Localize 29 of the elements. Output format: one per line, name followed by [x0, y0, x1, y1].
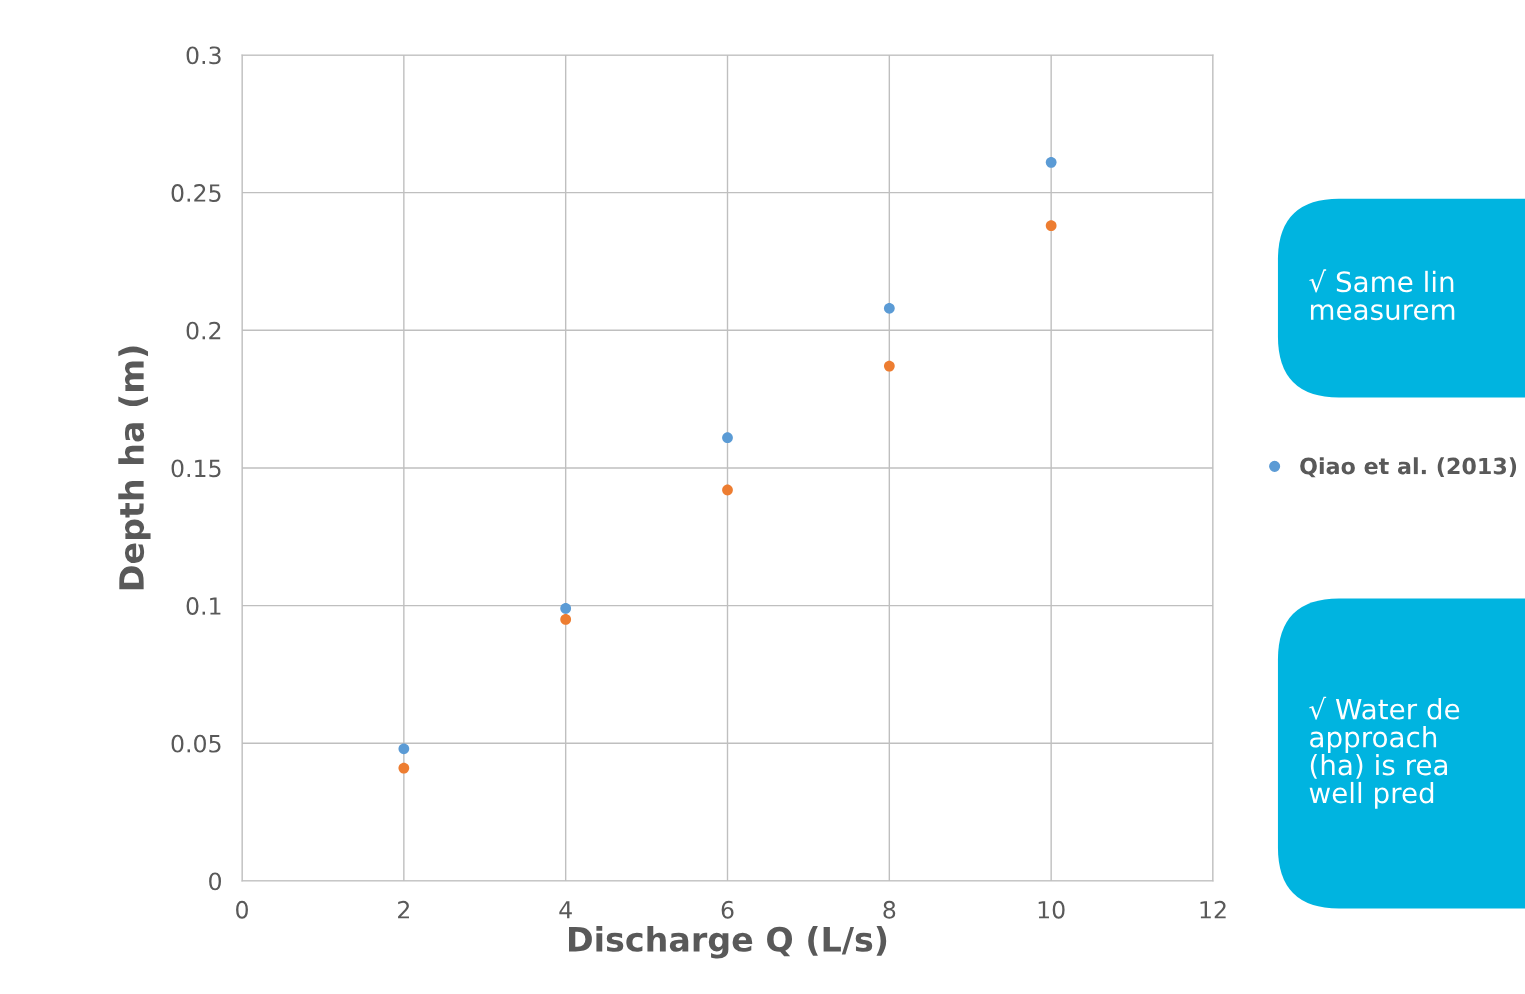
y-tick-label: 0 [209, 872, 222, 891]
point [722, 432, 733, 444]
y-tick-label: 0.15 [171, 459, 221, 478]
y-tick-label: 0.1 [186, 597, 221, 615]
y-tick-label: 0.05 [171, 734, 221, 753]
x-tick-label: 4 [559, 901, 572, 919]
text: √ Water de approach (ha) is rea well pred [1309, 696, 1460, 809]
point [560, 614, 572, 625]
x-tick-label: 10 [1038, 900, 1065, 919]
legend-label: Qiao et al. (2013) [1300, 457, 1517, 478]
x-tick-label: 2 [398, 900, 409, 919]
point [883, 360, 895, 372]
point [398, 743, 410, 755]
point [1045, 156, 1057, 168]
y-tick-label: 0.3 [186, 46, 221, 65]
x-tick-label: 0 [236, 900, 248, 919]
x-tick-label: 6 [721, 900, 734, 919]
x-tick-label: 8 [883, 900, 896, 919]
point [398, 762, 410, 774]
point [1045, 220, 1057, 232]
point [883, 302, 895, 314]
x-axis-title: Discharge Q (L/s) [569, 926, 887, 959]
text: √ Same lin measurem [1309, 269, 1455, 321]
point [722, 484, 733, 496]
y-tick-label: 0.25 [171, 184, 221, 202]
x-tick-label: 12 [1200, 900, 1226, 919]
point [560, 603, 572, 614]
y-axis-title: Depth ha (m) [118, 346, 151, 590]
y-tick-label: 0.2 [186, 321, 221, 340]
